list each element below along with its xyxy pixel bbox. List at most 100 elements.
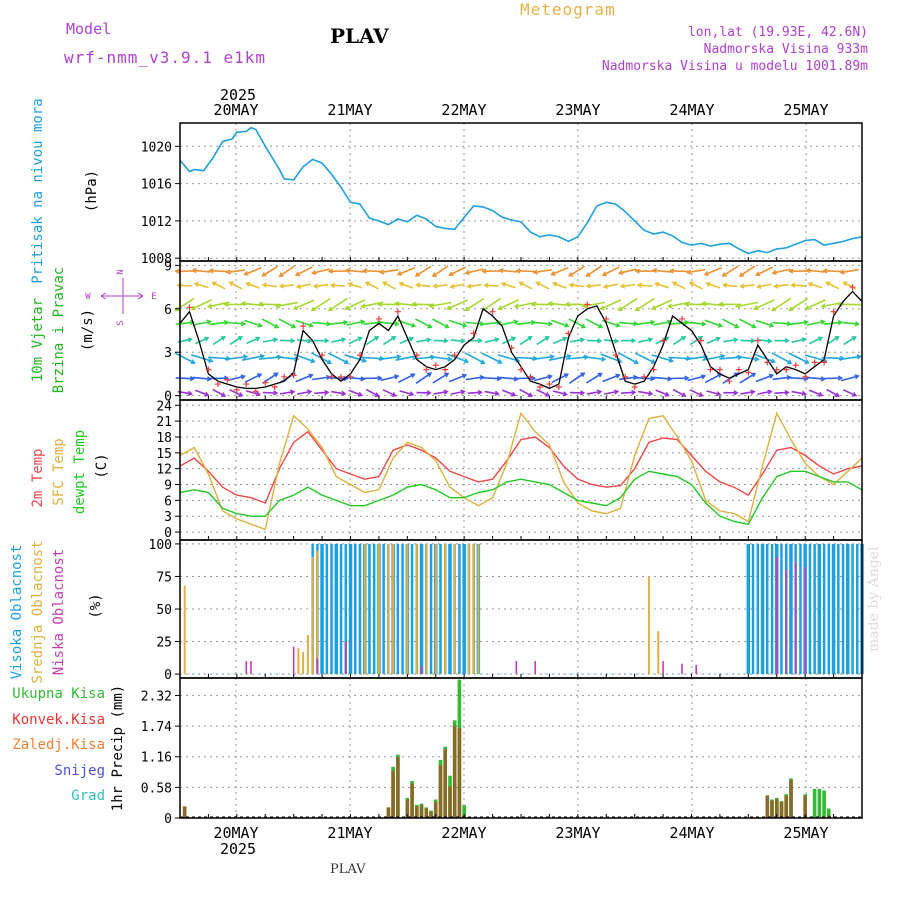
wind-arrow [772,376,791,381]
cloud-mid-bar [363,543,366,675]
wind-arrow-head [306,389,313,395]
wind-arrow [533,269,552,274]
wind-arrow-head [650,305,657,311]
wind-gust-marker [243,381,250,388]
wind-arrow [552,282,567,289]
wind-arrow-head [562,336,568,342]
wind-arrow-head [344,267,351,274]
wind-arrow-head [750,389,756,395]
cloud-high-bar [846,543,850,675]
wind-gust-marker [849,284,856,291]
wind-arrow [789,377,808,380]
wind-arrow-head [483,282,489,288]
cloud-high-bar [354,543,357,675]
cloud-low-bar [345,641,347,674]
wind-arrow [533,375,552,382]
ytick-label-cloud-0: 0 [164,668,172,683]
wind-arrow-head [426,337,432,343]
wind-arrow [191,354,213,363]
wind-arrow-head [535,281,541,287]
cloud-high-bar [760,543,765,675]
compass-n: N [116,269,126,274]
cloud-high-bar [348,543,353,675]
wind-arrow-head [631,337,637,344]
wind-arrow-head [312,283,319,289]
wind-arrow [278,318,296,329]
wind-arrow [432,318,449,329]
wind-arrow-head [391,392,397,397]
wind-arrow [311,297,331,312]
cloud-mid-bar [316,550,319,675]
wind-arrow [415,318,432,329]
ytick-label-precip-3: 1.74 [141,720,172,735]
wind-arrow-head [755,271,761,277]
wind-arrow [175,321,194,326]
wind-arrow [501,282,516,289]
cloud-high-bar [339,543,343,675]
wind-arrow [670,270,689,273]
wind-arrow-head [705,281,711,287]
bottom-day-label-1: 21MAY [327,824,372,842]
wind-arrow-head [220,336,226,341]
wind-arrow [484,338,499,343]
wind-arrow [348,389,362,397]
wind-arrow-head [733,372,739,378]
wind-arrow-head [733,337,739,343]
wind-arrow-head [767,389,773,395]
wind-arrow-head [410,373,416,378]
wind-gust-marker [394,308,401,315]
cloud-mid-bar [302,652,305,675]
wind-arrow [378,355,401,361]
temp-ylabel-1: 2m Temp [30,448,46,507]
compass-e: E [151,292,156,302]
wind-arrow [346,320,365,326]
wind-arrow-head [174,306,180,312]
wind-arrow [672,281,686,290]
wind-arrow [687,321,706,325]
wind-arrow [519,281,533,290]
wind-arrow-head [360,319,366,325]
wind-arrow-head [462,322,468,328]
temp-series-0 [179,430,863,504]
precip-legend-4: Grad [71,788,105,804]
cloud-low-bar [250,661,252,675]
wind-arrow-head [585,283,591,289]
panel-frame-precip [179,677,863,819]
wind-arrow [826,281,840,290]
cloud-mid-bar [183,585,186,675]
wind-arrow [380,321,399,325]
wind-arrow-head [480,359,486,365]
wind-arrow-head [477,338,483,344]
pressure-unit: (hPa) [84,170,100,212]
cloud-mid-bar [425,543,428,675]
wind-arrow-head [444,372,450,378]
wind-arrow [739,318,756,329]
wind-arrow [344,299,366,310]
wind-arrow [501,389,516,397]
wind-arrow [668,356,691,360]
wind-arrow-head [566,353,572,360]
wind-arrow-head [648,390,654,397]
wind-arrow [465,376,484,381]
wind-gust-marker [224,376,231,383]
wind-arrow-head [329,282,336,289]
bottom-day-label-2: 22MAY [441,824,486,842]
wind-arrow [636,377,655,380]
precip-unit: 1hr Precip (mm) [110,685,126,811]
wind-arrow [314,391,329,395]
wind-arrow-head [722,282,728,288]
wind-arrow [262,338,278,343]
wind-gust-marker [783,366,790,373]
cloud-high-bar [751,543,755,675]
wind-arrow-head [174,268,180,274]
wind-arrow [450,283,465,288]
cloud-high-bar [396,543,400,675]
wind-arrow-head [242,354,249,360]
wind-arrow-head [449,283,455,289]
wind-arrow-head [290,323,297,329]
wind-arrow-head [255,336,261,342]
wind-arrow [552,390,567,396]
top-day-label-5: 25MAY [783,101,828,119]
wind-arrow [246,282,260,289]
wind-arrow [791,390,806,395]
